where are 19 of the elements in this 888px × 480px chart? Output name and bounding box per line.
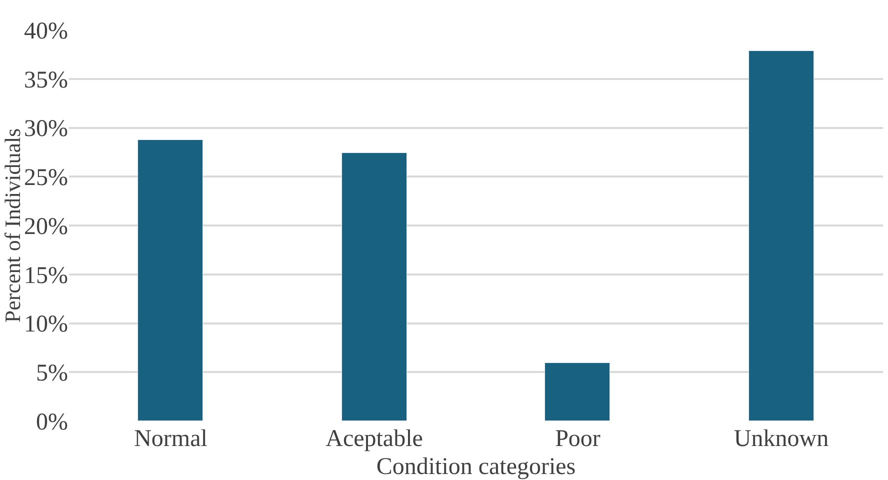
- x-tick-label: Aceptable: [326, 426, 423, 452]
- bar: [544, 362, 610, 421]
- y-tick-label: 10%: [24, 312, 68, 338]
- bar: [748, 50, 814, 421]
- x-tick-label: Normal: [134, 426, 208, 452]
- y-tick-label: 5%: [36, 360, 68, 387]
- y-tick-label: 25%: [24, 165, 68, 192]
- y-tick-label: 30%: [24, 116, 68, 142]
- x-axis-title: Condition categories: [376, 454, 576, 480]
- y-axis-title: Percent of Individuals: [0, 128, 25, 323]
- bar: [342, 152, 407, 421]
- y-tick-label: 0%: [36, 409, 68, 436]
- x-tick-label: Poor: [555, 426, 600, 452]
- y-tick-label: 35%: [24, 67, 68, 94]
- y-tick-label: 15%: [24, 262, 68, 289]
- bar: [138, 140, 203, 421]
- y-tick-label: 40%: [24, 18, 68, 44]
- y-tick-label: 20%: [24, 214, 68, 240]
- x-tick-label: Unknown: [734, 426, 829, 452]
